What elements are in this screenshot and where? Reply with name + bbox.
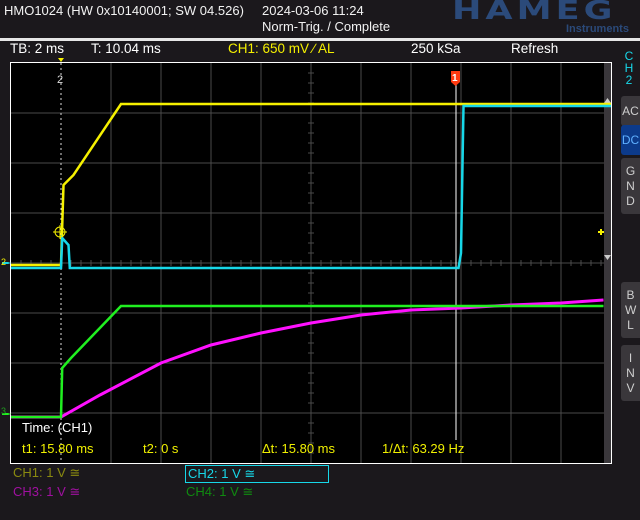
trigger-status: Norm-Trig. / Complete bbox=[262, 19, 391, 34]
ch2-label[interactable]: CH2: 1 V ≅ bbox=[185, 465, 329, 483]
coupling-gnd-button[interactable]: GND bbox=[621, 158, 640, 214]
bwl-button[interactable]: BWL bbox=[621, 282, 640, 338]
coupling-dc-button[interactable]: DC bbox=[621, 125, 640, 155]
cursor-delta-t: Δt: 15.80 ms bbox=[262, 441, 335, 456]
grid bbox=[11, 63, 611, 463]
coupling-ac-button[interactable]: AC bbox=[621, 96, 640, 126]
trigger-setting[interactable]: CH1: 650 mV ∕ AL bbox=[228, 41, 335, 56]
trigger-position-marker-icon bbox=[58, 58, 64, 62]
ch-marker-top: 2 bbox=[57, 74, 63, 86]
invert-button[interactable]: INV bbox=[621, 345, 640, 401]
cursor-inverse-delta-t: 1/Δt: 63.29 Hz bbox=[382, 441, 465, 456]
header-divider bbox=[0, 38, 640, 41]
trigger-level-marker-icon bbox=[598, 229, 604, 235]
scrollbar[interactable] bbox=[604, 63, 611, 463]
hameg-logo: HAMEG bbox=[452, 0, 617, 26]
ch2-offset-down-icon[interactable] bbox=[604, 255, 611, 260]
ch3-label[interactable]: CH3: 1 V ≅ bbox=[13, 484, 81, 499]
trace-ch4 bbox=[11, 304, 604, 419]
ch1-label[interactable]: CH1: 1 V ≅ bbox=[13, 465, 81, 480]
side-panel-channel: CH2 bbox=[624, 49, 634, 87]
trigger-crosshair-icon bbox=[53, 225, 67, 239]
acquisition-mode[interactable]: Refresh bbox=[511, 41, 559, 56]
timebase[interactable]: TB: 2 ms bbox=[10, 41, 65, 56]
cursor-measure-title: Time: (CH1) bbox=[22, 420, 93, 435]
cursor1-label: 1 bbox=[452, 73, 458, 84]
datetime: 2024-03-06 11:24 bbox=[262, 3, 364, 18]
trace-ch2 bbox=[11, 104, 611, 270]
ground-ch12-label: 2 bbox=[1, 257, 6, 267]
cursor-t2: t2: 0 s bbox=[143, 441, 179, 456]
trigger-time[interactable]: T: 10.04 ms bbox=[91, 41, 161, 56]
hameg-logo-sub: Instruments bbox=[566, 23, 629, 35]
ch2-offset-up-icon[interactable] bbox=[604, 98, 611, 103]
cursor1-marker-icon[interactable]: 1 bbox=[451, 71, 460, 86]
ground-marker-ch12-icon: 2 bbox=[1, 257, 11, 267]
ground-ch34-label: 3 bbox=[1, 406, 6, 416]
device-info: HMO1024 (HW 0x10140001; SW 04.526) bbox=[4, 3, 244, 18]
trace-ch1 bbox=[11, 102, 611, 267]
ch4-label[interactable]: CH4: 1 V ≅ bbox=[186, 484, 254, 499]
cursor-t1: t1: 15.80 ms bbox=[22, 441, 94, 456]
sample-rate[interactable]: 250 kSa bbox=[411, 41, 461, 56]
ground-marker-ch34-icon: 3 bbox=[1, 406, 11, 416]
